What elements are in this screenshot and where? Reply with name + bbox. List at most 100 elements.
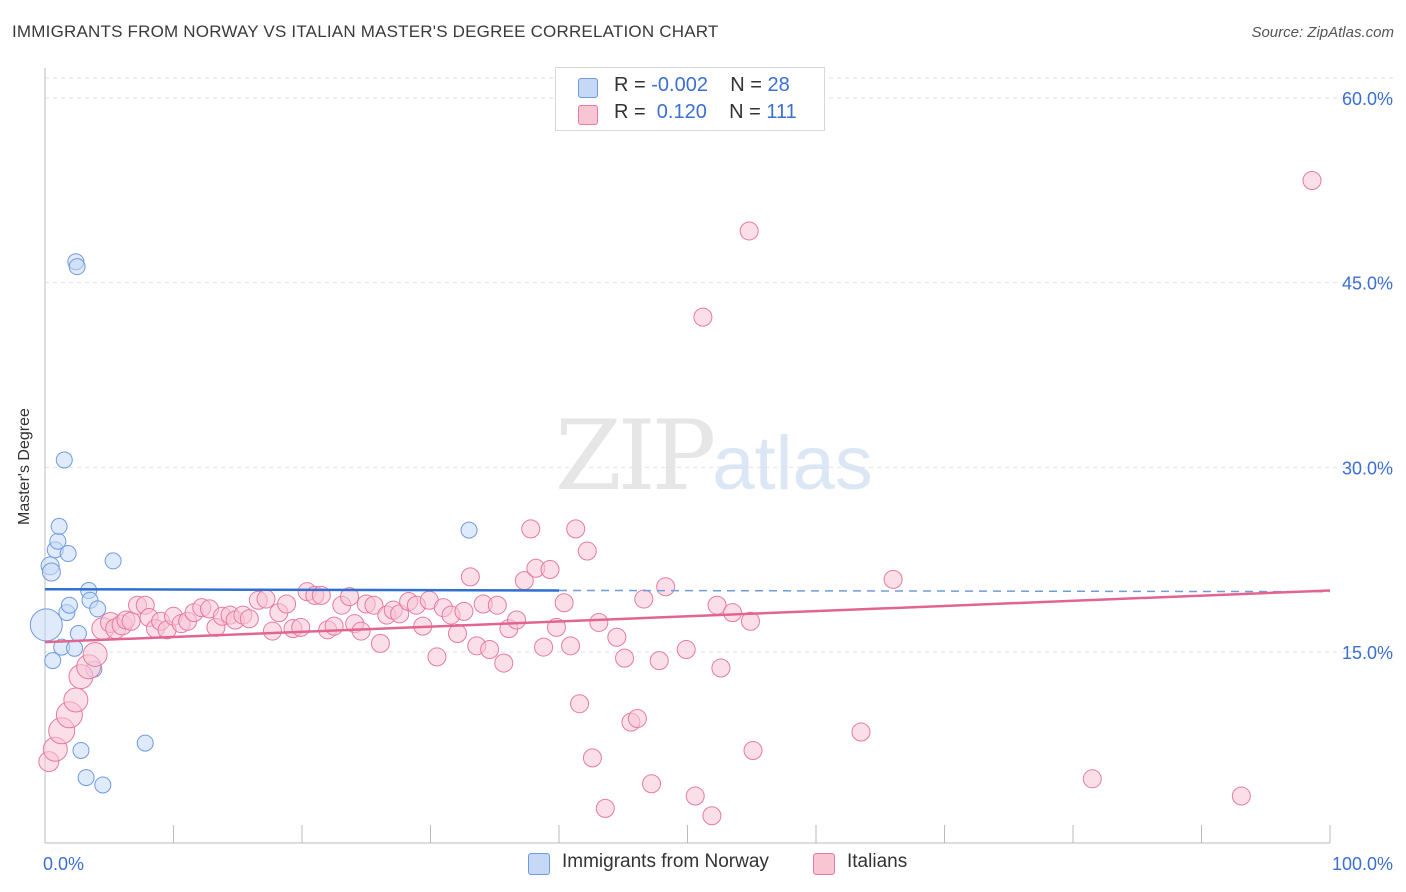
point-italians: [1231, 786, 1251, 806]
point-norway: [66, 639, 84, 657]
x-tick-label-max: 100.0%: [1332, 854, 1393, 874]
point-italians: [627, 708, 647, 728]
point-italians: [494, 653, 514, 673]
legend-n-label: N =: [729, 101, 767, 123]
legend-r-label: R =: [614, 101, 652, 123]
point-italians: [589, 612, 609, 632]
source-label: Source: ZipAtlas.com: [1251, 24, 1394, 41]
point-norway: [104, 552, 122, 570]
point-italians: [427, 647, 447, 667]
point-italians: [740, 611, 760, 631]
point-italians: [1082, 769, 1102, 789]
trend-line-norway: [44, 587, 560, 592]
y-tick-label: 60.0%: [1342, 89, 1393, 109]
point-italians: [851, 722, 871, 742]
point-italians: [676, 640, 696, 660]
legend-text-italians: R = 0.120 N = 111: [614, 101, 797, 124]
point-italians: [447, 624, 467, 644]
y-tick-label: 45.0%: [1342, 274, 1393, 294]
watermark-zip: ZIP: [555, 400, 716, 512]
point-italians: [1302, 170, 1322, 190]
point-italians: [693, 307, 713, 327]
point-norway: [69, 625, 87, 643]
point-italians: [351, 621, 371, 641]
y-tick-label: 30.0%: [1342, 458, 1393, 478]
legend-r-value: -0.002: [651, 74, 708, 96]
legend-n-value: 111: [766, 101, 797, 123]
point-norway: [77, 769, 95, 787]
point-italians: [121, 611, 141, 631]
y-axis-label: Master's Degree: [16, 408, 33, 525]
legend-swatch-blue: [578, 78, 598, 98]
x-tick-label-min: 0.0%: [43, 854, 84, 874]
point-italians: [262, 621, 282, 641]
legend-swatch-pink: [578, 105, 598, 125]
point-italians: [570, 694, 590, 714]
point-italians: [534, 637, 554, 657]
watermark-atlas: atlas: [712, 421, 873, 506]
stats-legend: R = -0.002 N = 28 R = 0.120 N = 111: [555, 67, 825, 131]
point-italians: [607, 627, 627, 647]
point-italians: [883, 569, 903, 589]
point-italians: [364, 595, 384, 615]
legend-r-value: 0.120: [651, 101, 707, 123]
point-italians: [480, 640, 500, 660]
legend-r-label: R =: [614, 74, 652, 96]
legend-n-value: 28: [767, 74, 790, 96]
legend-text-norway: R = -0.002 N = 28: [614, 74, 790, 97]
bottom-legend-label-norway: Immigrants from Norway: [562, 851, 769, 872]
point-italians: [577, 541, 597, 561]
point-norway: [89, 600, 107, 618]
trend-line-italians: [44, 589, 1331, 644]
point-italians: [370, 633, 390, 653]
point-italians: [739, 221, 759, 241]
point-italians: [82, 641, 108, 667]
point-italians: [521, 519, 541, 539]
point-norway: [68, 258, 86, 276]
point-italians: [561, 636, 581, 656]
point-italians: [256, 589, 276, 609]
point-italians: [239, 609, 259, 629]
trend-line-norway-extension: [558, 589, 1331, 593]
point-italians: [507, 610, 527, 630]
point-italians: [487, 595, 507, 615]
point-italians: [656, 577, 676, 597]
point-norway: [41, 562, 61, 582]
bottom-legend-swatch-pink: [813, 853, 835, 875]
point-italians: [711, 658, 731, 678]
point-norway: [59, 545, 77, 563]
point-italians: [454, 601, 474, 621]
point-italians: [649, 651, 669, 671]
point-italians: [324, 616, 344, 636]
point-norway: [50, 517, 68, 535]
point-norway: [55, 451, 73, 469]
point-italians: [634, 589, 654, 609]
point-norway: [29, 608, 63, 642]
point-italians: [642, 774, 662, 794]
point-norway: [60, 596, 78, 614]
bottom-legend-swatch-blue: [528, 853, 550, 875]
point-italians: [460, 567, 480, 587]
y-tick-label: 15.0%: [1342, 643, 1393, 663]
point-italians: [291, 617, 311, 637]
point-italians: [743, 740, 763, 760]
point-italians: [566, 519, 586, 539]
point-italians: [277, 594, 297, 614]
point-norway: [72, 741, 90, 759]
legend-n-label: N =: [730, 74, 768, 96]
point-norway: [94, 776, 112, 794]
point-italians: [702, 806, 722, 826]
point-norway: [460, 521, 478, 539]
point-italians: [340, 587, 360, 607]
point-italians: [540, 560, 560, 580]
chart-title: IMMIGRANTS FROM NORWAY VS ITALIAN MASTER…: [12, 22, 719, 41]
point-italians: [595, 798, 615, 818]
point-italians: [685, 786, 705, 806]
bottom-legend-label-italians: Italians: [847, 851, 908, 872]
point-italians: [722, 603, 742, 623]
point-italians: [582, 748, 602, 768]
point-norway: [44, 652, 62, 670]
point-italians: [554, 593, 574, 613]
point-norway: [136, 734, 154, 752]
